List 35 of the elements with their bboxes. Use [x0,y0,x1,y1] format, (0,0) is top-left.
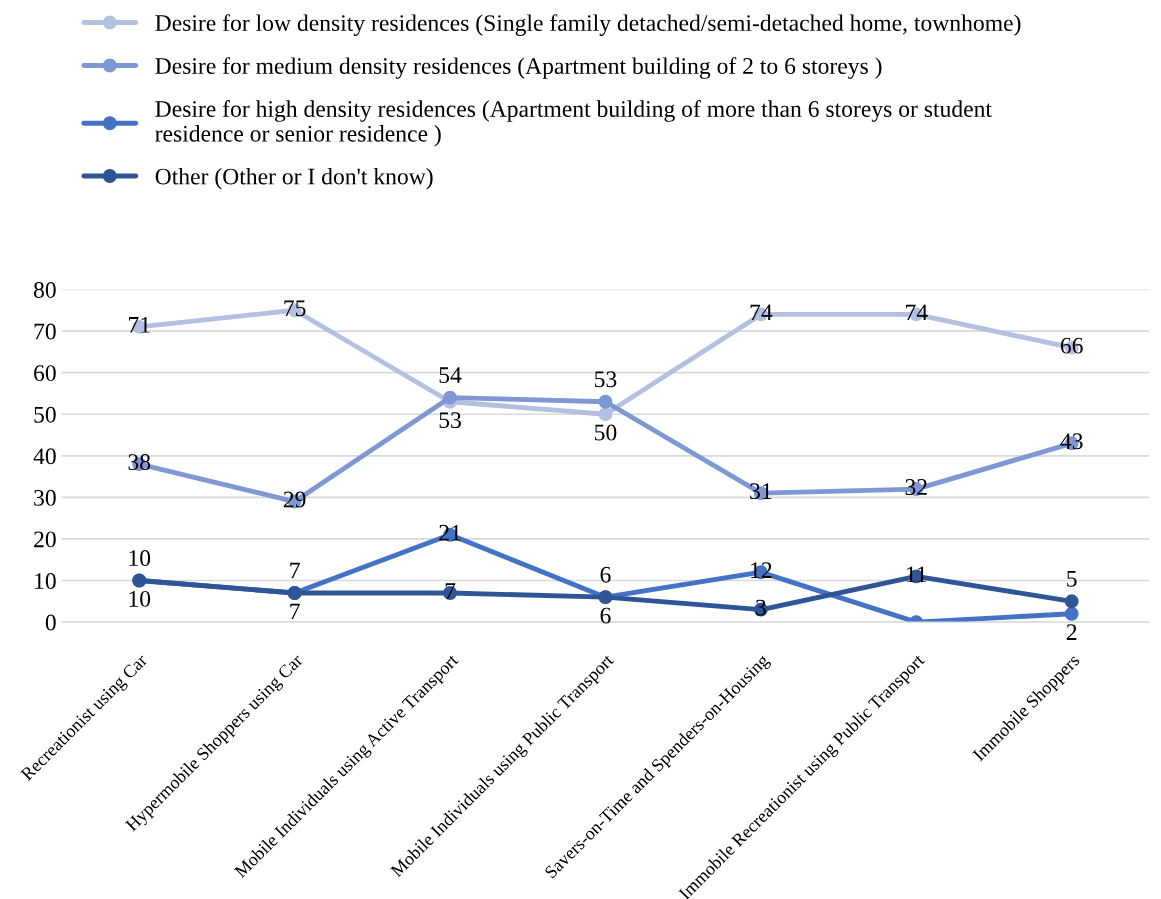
y-tick-label: 60 [34,365,56,382]
data-label: 53 [439,412,461,429]
data-label: 29 [283,491,306,508]
legend-label: Desire for high density residences (Apartment building of more than 6 storeys or student residence or senior residence ) [155,100,992,147]
data-label: 7 [445,583,456,599]
data-label: 53 [595,371,617,388]
data-label: 3 [756,599,766,616]
data-label: 50 [595,424,617,441]
data-label: 6 [600,607,611,624]
data-label: 10 [129,590,151,607]
y-tick-label: 80 [33,281,56,298]
y-tick-label: 30 [34,489,56,506]
y-tick-label: 10 [35,573,56,589]
y-tick-label: 40 [33,448,56,465]
data-label: 11 [906,566,927,583]
data-label: 66 [1060,337,1083,354]
data-label: 2 [1066,624,1077,640]
y-tick-label: 70 [34,323,56,340]
data-label: 74 [750,304,773,321]
legend-label: Desire for low density residences (Single family detached/semi-detached home, townhome) [155,14,1021,36]
data-label: 32 [905,479,927,495]
legend-label: Other (Other or I don't know) [155,167,433,190]
data-label: 6 [600,566,611,583]
y-tick-label: 20 [34,531,56,548]
y-tick-label: 50 [34,406,56,423]
data-label: 74 [906,304,928,321]
data-label: 10 [129,550,151,567]
data-label: 71 [128,316,150,333]
data-label: 7 [290,562,300,579]
data-label: 7 [290,603,300,620]
legend-label: Desire for medium density residences (Apartment building of 2 to 6 storeys ) [155,57,882,79]
y-tick-label: 0 [45,614,56,631]
data-label: 75 [284,300,306,317]
data-label: 5 [1067,571,1077,587]
data-label: 54 [439,367,462,384]
